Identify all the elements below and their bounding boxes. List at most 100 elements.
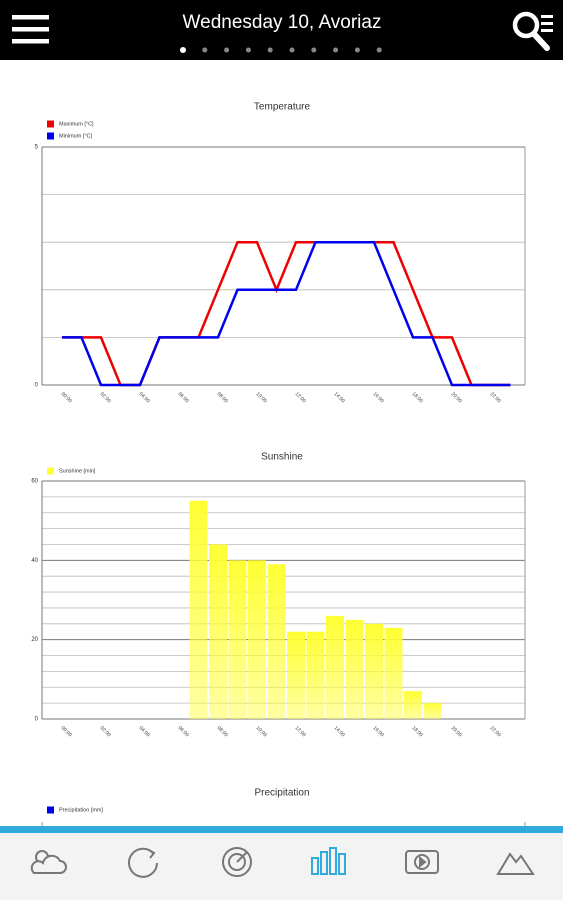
nav-charts[interactable] [311,847,346,875]
page-dot [245,47,251,53]
x-tick-label: 10:00 [255,725,268,738]
bar [287,631,305,719]
icon [405,850,439,874]
icon [222,847,252,877]
search-icon [531,31,550,51]
y-tick-label: 0 [35,383,39,389]
page-indicator [180,47,382,53]
page-dot [311,47,317,53]
x-tick-label: 22:00 [489,391,502,404]
bottom-nav [0,833,563,900]
icon [419,855,427,869]
icon [311,857,319,875]
legend-swatch [47,806,54,814]
x-tick-label: 18:00 [411,391,424,404]
x-tick-label: 16:00 [372,725,385,738]
search-icon [541,15,553,18]
x-tick-label: 12:00 [294,391,307,404]
icon [329,847,337,875]
page-dot [267,47,273,53]
page-dot [289,47,295,53]
menu-button[interactable] [12,15,49,44]
search-icon [512,11,540,39]
menu-line [12,39,49,44]
icon [228,853,246,871]
search-icon [541,29,553,32]
nav-24h[interactable] [128,847,158,878]
legend-label: Minimum [°C] [59,133,93,139]
page-dot [224,47,230,53]
chart-title: Sunshine [261,452,303,463]
x-tick-label: 00:00 [60,725,73,738]
legend-label: Sunshine [min] [59,468,96,474]
header-title: Wednesday 10, Avoriaz [183,12,382,33]
x-tick-label: 18:00 [411,725,424,738]
icon [148,849,156,859]
bar [267,564,286,719]
menu-line [12,27,49,32]
legend-label: Precipitation [mm] [59,807,103,813]
nav-divider [0,826,563,833]
y-tick-label: 5 [35,145,39,151]
y-tick-label: 60 [31,479,38,485]
x-tick-label: 04:00 [138,725,151,738]
bar [209,544,227,719]
bar [345,619,364,719]
page-dot [333,47,339,53]
x-tick-label: 08:00 [216,725,229,738]
page-dot [180,47,186,53]
y-tick-label: 40 [31,558,38,564]
legend-swatch [47,120,54,128]
bar [404,691,422,719]
legend-swatch [47,467,54,475]
chart-title: Precipitation [254,788,309,799]
page-dot [354,47,360,53]
x-tick-label: 00:00 [60,391,73,404]
x-tick-label: 14:00 [333,391,346,404]
x-tick-label: 16:00 [372,391,385,404]
search-button[interactable] [512,11,553,51]
x-tick-label: 20:00 [450,391,463,404]
y-tick-label: 20 [31,637,38,643]
page-dot [376,47,382,53]
icon [128,847,158,878]
bar [423,703,442,719]
icon [30,854,67,874]
bar [384,627,403,719]
legend-label: Maximum [°C] [59,121,94,127]
charts: Temperature Maximum [°C] Minimum [°C] 0 5 00:… [31,102,526,826]
bar [326,615,344,719]
x-tick-label: 04:00 [138,391,151,404]
header-bar [0,0,563,60]
x-tick-label: 12:00 [294,725,307,738]
x-tick-label: 06:00 [177,391,190,404]
menu-line [12,15,49,20]
x-tick-label: 20:00 [450,725,463,738]
x-tick-label: 02:00 [99,725,112,738]
icon [338,853,346,875]
bar [228,560,247,719]
x-tick-label: 10:00 [255,391,268,404]
search-icon [541,22,553,25]
icon [496,852,535,875]
x-tick-label: 08:00 [216,391,229,404]
icon [236,851,248,863]
nav-radar[interactable] [222,847,252,877]
chart-title: Temperature [254,102,311,113]
x-tick-label: 14:00 [333,725,346,738]
x-tick-label: 06:00 [177,725,190,738]
legend-swatch [47,132,54,140]
x-tick-label: 02:00 [99,391,112,404]
nav-weather[interactable] [30,850,67,874]
nav-video[interactable] [405,850,439,874]
nav-mountain[interactable] [496,852,535,875]
line-series [62,240,511,387]
bar [189,500,208,719]
bar [365,623,383,719]
bar [306,631,325,719]
page-dot [202,47,208,53]
icon [414,854,430,870]
bar [248,560,266,719]
x-tick-label: 22:00 [489,725,502,738]
